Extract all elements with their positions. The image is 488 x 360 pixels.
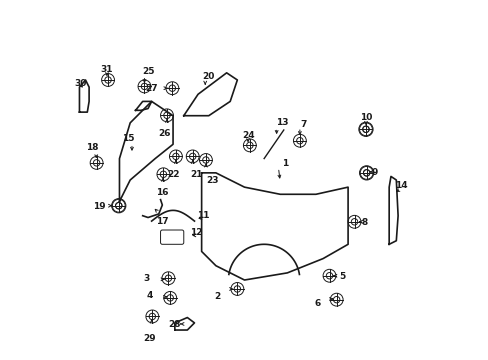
Text: 16: 16 (156, 188, 168, 197)
Text: 14: 14 (395, 181, 407, 190)
Text: 24: 24 (241, 131, 254, 140)
Text: 20: 20 (202, 72, 215, 81)
Text: 19: 19 (93, 202, 106, 211)
Text: 3: 3 (143, 274, 149, 283)
Text: 21: 21 (190, 170, 202, 179)
Text: 7: 7 (300, 120, 306, 129)
Text: 27: 27 (145, 84, 158, 93)
Text: 23: 23 (205, 176, 218, 185)
Text: 11: 11 (197, 211, 209, 220)
Text: 25: 25 (142, 67, 154, 76)
Text: 13: 13 (275, 118, 287, 127)
Text: 15: 15 (122, 134, 134, 143)
Text: 2: 2 (214, 292, 221, 301)
Text: 5: 5 (339, 272, 345, 281)
Text: 31: 31 (101, 65, 113, 74)
Text: 18: 18 (86, 143, 99, 152)
Text: 1: 1 (282, 159, 288, 168)
Text: 6: 6 (314, 299, 320, 308)
Text: 28: 28 (168, 320, 181, 329)
Text: 22: 22 (166, 170, 179, 179)
Text: 4: 4 (146, 291, 153, 300)
Text: 10: 10 (359, 113, 371, 122)
Text: 26: 26 (158, 129, 170, 138)
Text: 17: 17 (156, 217, 168, 226)
Text: 9: 9 (371, 168, 377, 177)
Text: 8: 8 (360, 219, 366, 228)
Text: 12: 12 (190, 228, 202, 237)
Text: 29: 29 (143, 334, 156, 343)
Text: 30: 30 (75, 79, 87, 88)
